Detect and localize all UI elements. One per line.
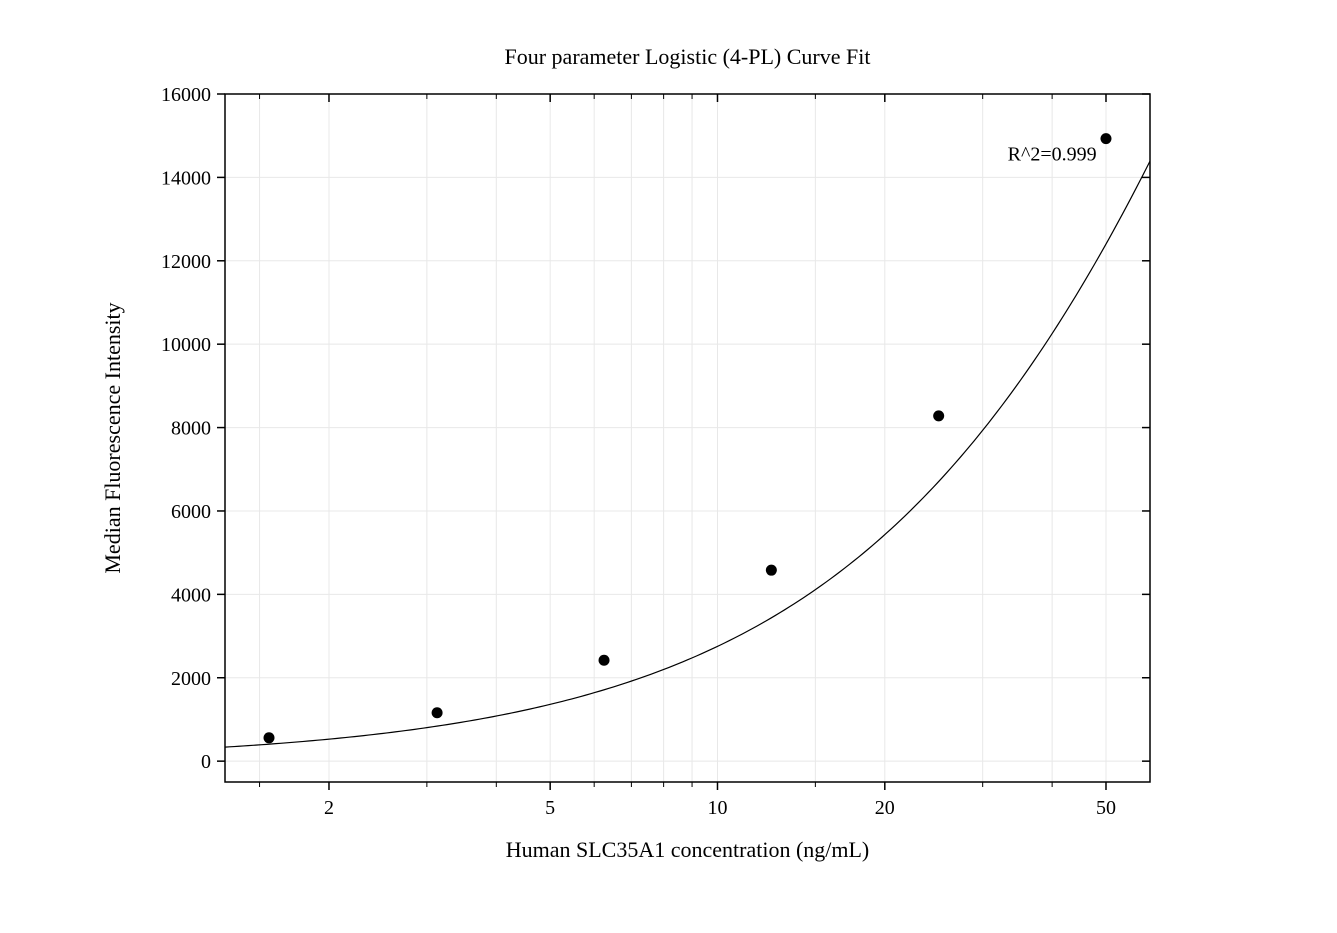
- data-point: [599, 655, 610, 666]
- data-point: [1100, 133, 1111, 144]
- r-squared-annotation: R^2=0.999: [1008, 144, 1097, 166]
- y-tick-label: 4000: [171, 584, 211, 606]
- x-tick-label: 50: [1096, 797, 1116, 819]
- y-tick-label: 2000: [171, 668, 211, 690]
- data-point: [264, 732, 275, 743]
- x-tick-label: 10: [707, 797, 727, 819]
- chart-container: 2 5 10 20 50 0 2000 4000 6000 8000 10000 12000 14000…: [0, 0, 1337, 933]
- x-axis-label: Human SLC35A1 concentration (ng/mL): [506, 837, 870, 862]
- data-point: [432, 707, 443, 718]
- x-tick-label: 5: [545, 797, 555, 819]
- chart-title: Four parameter Logistic (4-PL) Curve Fit: [505, 44, 871, 69]
- y-tick-label: 10000: [161, 334, 211, 356]
- y-tick-label: 16000: [161, 84, 211, 106]
- data-point: [766, 565, 777, 576]
- y-tick-label: 8000: [171, 418, 211, 440]
- y-tick-label: 6000: [171, 501, 211, 523]
- y-axis-label: Median Fluorescence Intensity: [100, 302, 125, 573]
- y-tick-label: 14000: [161, 167, 211, 189]
- x-tick-label: 20: [875, 797, 895, 819]
- x-tick-label: 2: [324, 797, 334, 819]
- y-tick-label: 0: [201, 751, 211, 773]
- y-tick-label: 12000: [161, 251, 211, 273]
- chart-background: [0, 0, 1337, 933]
- chart-svg: 2 5 10 20 50 0 2000 4000 6000 8000 10000 12000 14000…: [0, 0, 1337, 933]
- data-point: [933, 410, 944, 421]
